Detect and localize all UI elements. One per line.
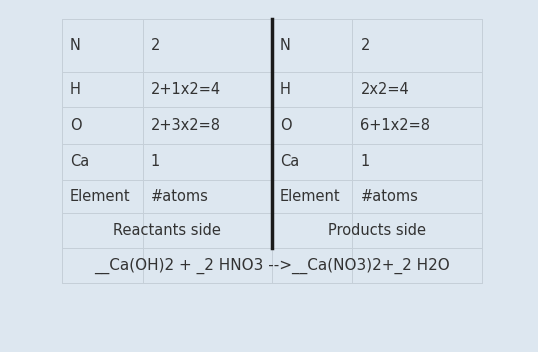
Text: N: N <box>280 38 291 53</box>
Text: Ca: Ca <box>70 155 89 169</box>
Text: O: O <box>70 118 82 133</box>
Text: Reactants side: Reactants side <box>113 223 221 238</box>
Text: 2+1x2=4: 2+1x2=4 <box>151 82 221 97</box>
Text: Ca: Ca <box>280 155 299 169</box>
Text: 2x2=4: 2x2=4 <box>360 82 409 97</box>
Text: 2+3x2=8: 2+3x2=8 <box>151 118 221 133</box>
Text: N: N <box>70 38 81 53</box>
Text: __Ca(OH)2 + _2 HNO3 -->__Ca(NO3)2+_2 H2O: __Ca(OH)2 + _2 HNO3 -->__Ca(NO3)2+_2 H2O <box>94 258 450 274</box>
Text: 6+1x2=8: 6+1x2=8 <box>360 118 430 133</box>
Text: O: O <box>280 118 292 133</box>
Text: 1: 1 <box>360 155 370 169</box>
Text: H: H <box>280 82 291 97</box>
Text: H: H <box>70 82 81 97</box>
Text: 2: 2 <box>151 38 160 53</box>
Text: #atoms: #atoms <box>151 189 209 204</box>
Text: 1: 1 <box>151 155 160 169</box>
Text: Element: Element <box>280 189 341 204</box>
Text: Element: Element <box>70 189 131 204</box>
Text: 2: 2 <box>360 38 370 53</box>
Text: Products side: Products side <box>328 223 426 238</box>
Text: #atoms: #atoms <box>360 189 419 204</box>
